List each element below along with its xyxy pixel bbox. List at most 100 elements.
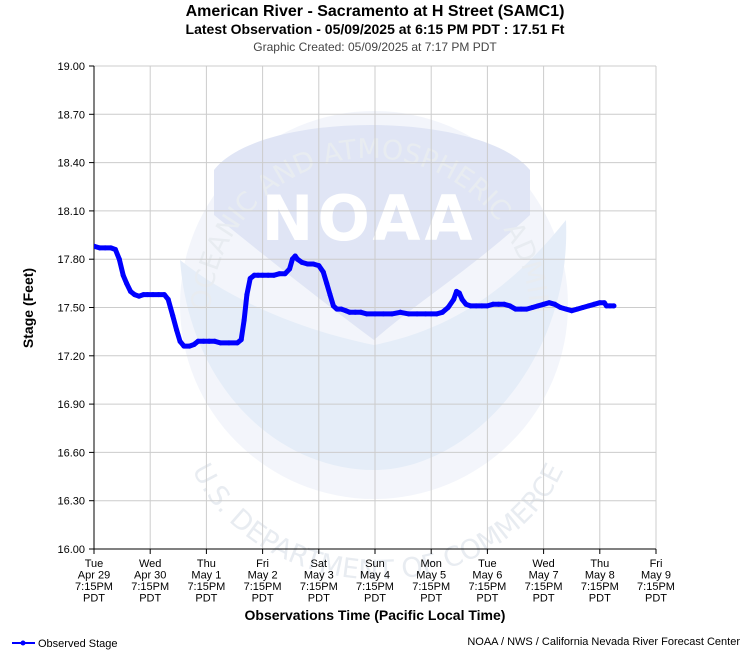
observed-stage-point: [241, 317, 247, 323]
observed-stage-point: [116, 256, 122, 262]
observed-stage-point: [380, 311, 386, 317]
observed-stage-point: [535, 303, 541, 309]
observed-stage-point: [294, 256, 300, 262]
observed-stage-point: [586, 303, 592, 309]
observed-stage-point: [251, 272, 257, 278]
chart-subtitle: Latest Observation - 05/09/2025 at 6:15 …: [186, 21, 565, 37]
y-tick-label: 16.30: [57, 496, 85, 508]
observed-stage-point: [141, 292, 146, 298]
x-tick-label: Tue May 6 7:15PM PDT: [468, 558, 506, 605]
observed-stage-point: [305, 261, 311, 267]
x-tick-label: Sat May 3 7:15PM PDT: [300, 558, 338, 605]
observed-stage-point: [120, 272, 126, 278]
observed-stage-point: [334, 306, 340, 312]
observed-stage-point: [94, 243, 97, 249]
observed-stage-point: [265, 272, 271, 278]
observed-stage-point: [358, 309, 364, 315]
observed-stage-point: [244, 292, 250, 298]
y-tick-label: 18.10: [57, 206, 85, 218]
observed-stage-point: [234, 340, 240, 346]
observed-stage-point: [174, 327, 180, 333]
observed-stage-point: [277, 271, 282, 277]
y-tick-label: 16.00: [57, 544, 85, 556]
observed-stage-point: [389, 311, 395, 317]
observed-stage-point: [132, 292, 137, 298]
watermark-bird-top-icon: [214, 125, 530, 340]
observed-stage-point: [206, 338, 212, 344]
observed-stage-point: [518, 306, 524, 312]
observed-stage-point: [191, 342, 197, 347]
observed-stage-point: [170, 313, 176, 319]
observed-stage-point: [507, 303, 513, 309]
observed-stage-point: [591, 301, 597, 307]
observed-stage-point: [546, 300, 552, 306]
observed-stage-point: [316, 263, 322, 269]
x-tick-label: Wed May 7 7:15PM PDT: [525, 558, 563, 605]
observed-stage-point: [195, 338, 201, 344]
observed-stage-point: [406, 311, 412, 317]
observed-stage-point: [181, 343, 187, 349]
observed-stage-point: [201, 338, 207, 344]
observed-stage-point: [414, 311, 420, 317]
observed-stage-point: [287, 266, 293, 272]
observed-stage-point: [187, 343, 192, 349]
observed-stage-point: [473, 303, 479, 309]
y-tick-label: 19.00: [57, 61, 85, 73]
x-tick-label: Sun May 4 7:15PM PDT: [356, 558, 394, 605]
observed-stage-point: [299, 259, 305, 265]
observed-stage-point: [136, 293, 142, 299]
observed-stage-point: [128, 288, 133, 294]
observed-stage-point: [479, 303, 485, 309]
y-tick-label: 18.70: [57, 109, 85, 121]
y-tick-label: 18.40: [57, 158, 85, 170]
observed-stage-point: [144, 292, 150, 298]
observed-stage-point: [161, 292, 167, 298]
observed-stage-point: [260, 272, 266, 278]
observed-stage-point: [238, 337, 244, 343]
y-tick-label: 17.80: [57, 254, 85, 266]
observed-stage-point: [463, 301, 469, 307]
observed-stage-point: [177, 338, 183, 344]
observed-stage-point: [428, 311, 434, 317]
observed-stage-point: [439, 309, 445, 315]
observed-stage-point: [529, 305, 535, 310]
observed-stage-point: [97, 245, 103, 251]
observed-stage-point: [597, 300, 603, 306]
observed-stage-point: [112, 247, 118, 252]
y-tick-label: 16.60: [57, 447, 85, 459]
observed-stage-point: [569, 308, 575, 314]
observed-stage-point: [324, 280, 330, 286]
observed-stage-point: [513, 306, 518, 312]
observed-stage-point: [490, 301, 496, 307]
observed-stage-point: [352, 309, 358, 315]
observed-stage-point: [607, 303, 613, 309]
x-tick-label: Mon May 5 7:15PM PDT: [412, 558, 450, 605]
observed-stage-point: [212, 338, 218, 344]
y-tick-label: 17.20: [57, 351, 85, 363]
footer-credit: NOAA / NWS / California Nevada River For…: [467, 636, 740, 648]
observed-stage-point: [247, 276, 253, 281]
observed-stage-point: [347, 309, 353, 315]
observed-stage-point: [343, 308, 349, 314]
x-tick-label: Thu May 8 7:15PM PDT: [581, 558, 619, 605]
legend-label: Observed Stage: [38, 638, 118, 650]
y-axis-ticks: 19.00 18.70 18.40 18.10 17.80 17.50 17.20 16.90…: [57, 61, 95, 556]
observed-stage-point: [102, 245, 108, 251]
observed-stage-point: [338, 306, 344, 312]
observed-stage-point: [165, 296, 171, 302]
observed-stage-point: [468, 303, 473, 309]
observed-stage-point: [456, 290, 462, 296]
watermark-logo-text: NOAA: [262, 182, 477, 255]
observed-stage-point: [580, 305, 586, 310]
watermark-wave-bottom-icon: [180, 220, 567, 470]
observed-stage-point: [445, 305, 451, 310]
observed-stage-point: [459, 296, 465, 302]
observed-stage-point: [217, 340, 223, 346]
observed-stage-point: [451, 296, 457, 302]
observed-stage-point: [330, 303, 336, 309]
observed-stage-point: [282, 271, 288, 277]
observed-stage-point: [563, 306, 569, 312]
x-tick-label: Fri May 2 7:15PM PDT: [244, 558, 282, 605]
observed-stage-point: [558, 305, 563, 310]
